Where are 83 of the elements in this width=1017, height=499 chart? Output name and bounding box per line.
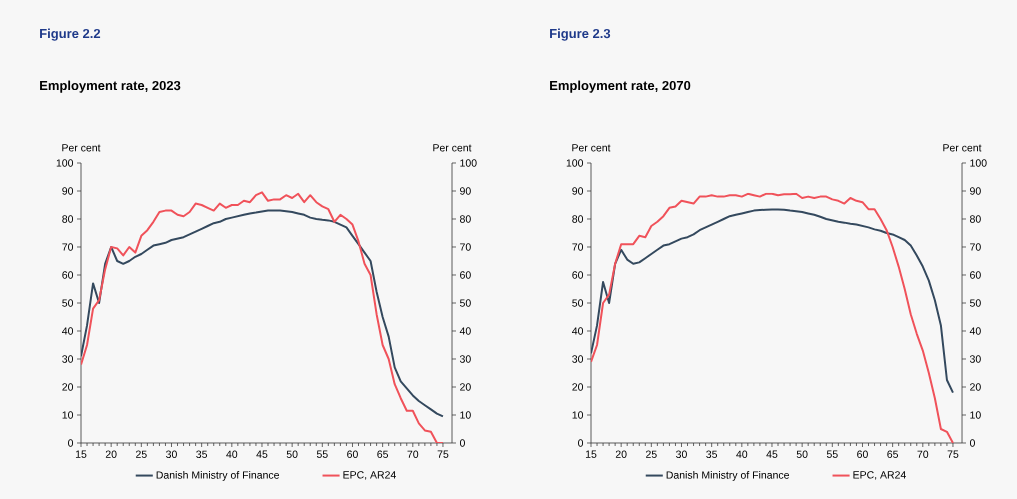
y-tick-label: 0 [578, 439, 584, 447]
y2-tick-label: 40 [969, 327, 981, 335]
y2-tick-label: 80 [460, 215, 471, 223]
x-tick-label: 70 [407, 450, 419, 458]
y2-tick-label: 70 [460, 243, 471, 251]
y-tick-label: 70 [62, 243, 74, 251]
y-tick-label: 80 [62, 215, 74, 223]
y2-axis-title: Per cent [943, 144, 982, 152]
x-tick-label: 25 [136, 450, 147, 458]
chart-subtitle: Employment rate, 2023 [40, 80, 181, 93]
y-tick-label: 0 [68, 439, 74, 447]
x-tick-label: 70 [917, 450, 929, 458]
y2-tick-label: 30 [969, 355, 981, 363]
legend-label: EPC, AR24 [853, 471, 906, 480]
x-tick-label: 45 [256, 450, 268, 458]
x-tick-label: 15 [585, 450, 597, 458]
x-tick-label: 55 [826, 450, 838, 458]
y2-tick-label: 20 [460, 383, 471, 391]
y2-tick-label: 50 [459, 299, 471, 307]
y-tick-label: 40 [62, 327, 74, 335]
x-tick-label: 60 [857, 450, 868, 458]
y-tick-label: 60 [62, 271, 74, 279]
x-tick-label: 60 [347, 450, 358, 458]
y2-tick-label: 20 [970, 383, 981, 391]
x-tick-label: 30 [676, 450, 687, 458]
y-tick-label: 20 [572, 383, 584, 391]
chart-subtitle: Employment rate, 2070 [550, 80, 691, 93]
legend-label: Danish Ministry of Finance [666, 471, 790, 481]
y2-tick-label: 0 [969, 439, 975, 447]
y-tick-label: 90 [572, 187, 584, 195]
x-tick-label: 35 [706, 450, 718, 458]
y-axis-title: Per cent [62, 144, 101, 152]
y-tick-label: 40 [572, 327, 584, 335]
y-tick-label: 60 [572, 271, 584, 279]
y-tick-label: 20 [62, 383, 74, 391]
x-tick-label: 50 [796, 450, 808, 458]
y-axis-title: Per cent [572, 144, 611, 152]
x-tick-label: 40 [736, 450, 748, 458]
x-tick-label: 50 [286, 450, 298, 458]
x-tick-label: 40 [226, 450, 238, 458]
y2-tick-label: 30 [459, 355, 471, 363]
x-tick-label: 20 [615, 450, 627, 458]
x-tick-label: 30 [166, 450, 177, 458]
y2-tick-label: 60 [970, 271, 981, 279]
x-tick-label: 45 [766, 450, 778, 458]
y2-tick-label: 90 [970, 187, 981, 195]
y2-tick-label: 50 [969, 299, 981, 307]
y-tick-label: 90 [62, 187, 74, 195]
y2-tick-label: 100 [460, 159, 477, 167]
y2-tick-label: 10 [970, 411, 981, 419]
y2-tick-label: 80 [970, 215, 981, 223]
y-tick-label: 50 [62, 299, 74, 307]
x-tick-label: 20 [105, 450, 117, 458]
y-tick-label: 10 [62, 411, 74, 419]
x-tick-label: 75 [947, 450, 959, 458]
y2-tick-label: 60 [460, 271, 471, 279]
y2-tick-label: 100 [970, 159, 987, 167]
y2-tick-label: 70 [970, 243, 981, 251]
y-tick-label: 30 [572, 355, 584, 363]
x-tick-label: 25 [646, 450, 657, 458]
x-tick-label: 65 [887, 450, 899, 458]
y-tick-label: 80 [572, 215, 584, 223]
legend-label: EPC, AR24 [343, 471, 396, 480]
y-tick-label: 30 [62, 355, 74, 363]
y2-tick-label: 90 [460, 187, 471, 195]
x-tick-label: 75 [437, 450, 449, 458]
chart-title: Figure 2.2 [40, 28, 101, 41]
y-tick-label: 50 [572, 299, 584, 307]
line-series [81, 191, 444, 443]
y-tick-label: 100 [566, 159, 584, 167]
y-tick-label: 100 [56, 159, 74, 167]
y2-tick-label: 10 [460, 411, 471, 419]
x-tick-label: 15 [75, 450, 87, 458]
legend-label: Danish Ministry of Finance [156, 471, 280, 481]
x-tick-label: 65 [377, 450, 389, 458]
y2-tick-label: 40 [459, 327, 471, 335]
chart-title: Figure 2.3 [550, 28, 611, 41]
y-tick-label: 70 [572, 243, 584, 251]
x-tick-label: 55 [316, 450, 328, 458]
y-tick-label: 10 [572, 411, 584, 419]
x-tick-label: 35 [196, 450, 208, 458]
y2-tick-label: 0 [459, 439, 465, 447]
y2-axis-title: Per cent [433, 144, 472, 152]
